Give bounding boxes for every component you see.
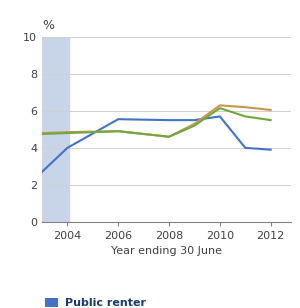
Bar (42, 37, 69, 222)
Legend: Public renter, Private renter, Total renters(b): Public renter, Private renter, Total ren… (45, 298, 163, 308)
Text: %: % (42, 19, 54, 32)
X-axis label: Year ending 30 June: Year ending 30 June (111, 246, 222, 256)
